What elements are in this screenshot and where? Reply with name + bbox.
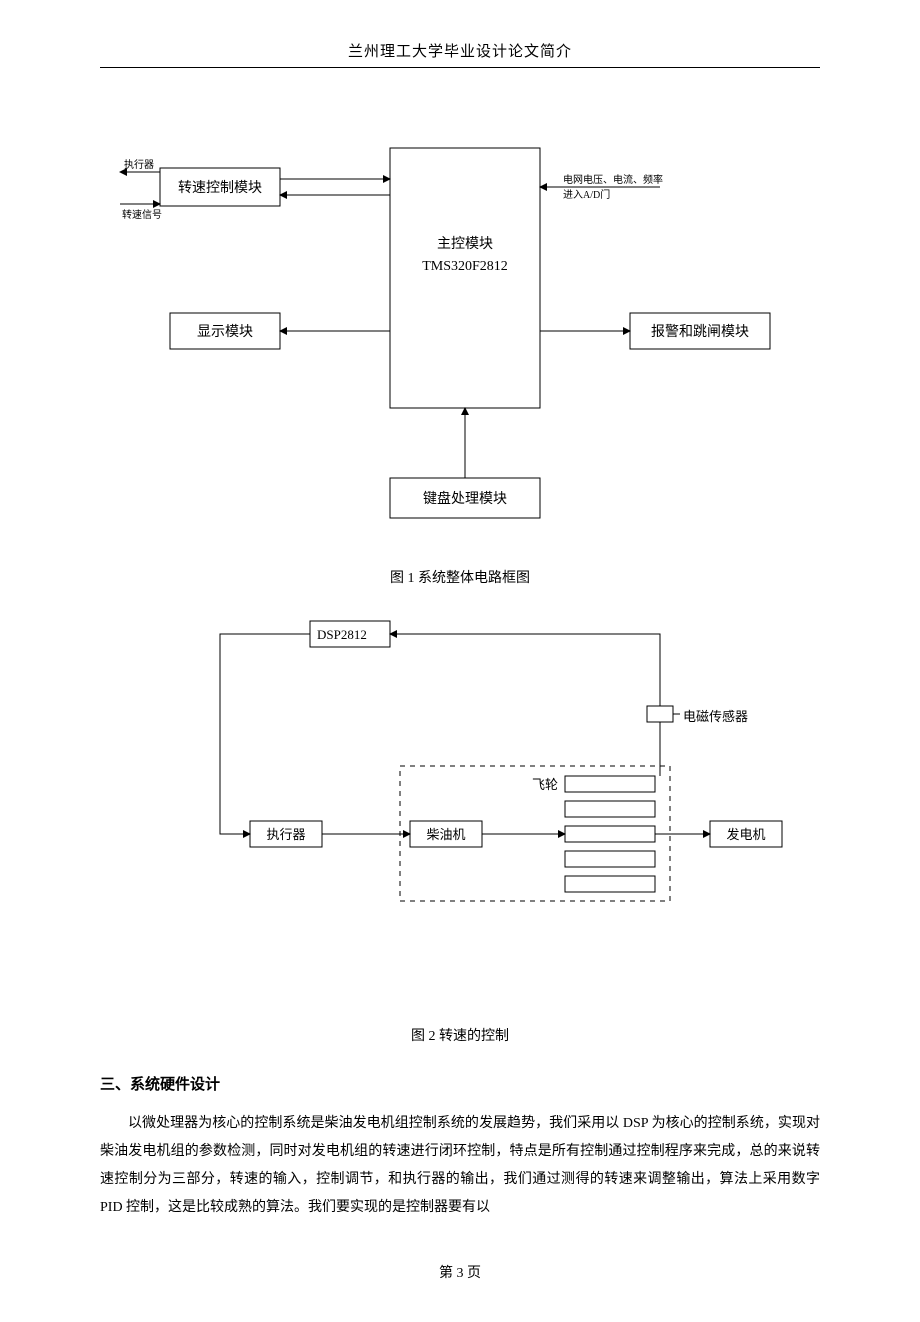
figure-2-caption: 图 2 转速的控制 [100, 1025, 820, 1045]
node-main-line1: 主控模块 [437, 236, 493, 252]
node-flywheel: 飞轮 [532, 777, 558, 792]
page: 兰州理工大学毕业设计论文简介 主控模块 TMS320F2812 转速控制模块 执… [0, 0, 920, 1322]
node-display: 显示模块 [197, 324, 253, 340]
node-actuator: 执行器 [266, 827, 305, 842]
label-actuator: 执行器 [124, 158, 154, 171]
node-speed: 转速控制模块 [178, 180, 262, 196]
label-ad-line2: 进入A/D门 [563, 188, 610, 201]
page-header: 兰州理工大学毕业设计论文简介 [100, 40, 820, 68]
label-speed-signal: 转速信号 [122, 208, 162, 221]
node-sensor: 电磁传感器 [683, 709, 748, 724]
figure-2-container: DSP2812 电磁传感器 执行器 柴油机 飞轮 [100, 611, 820, 1045]
figure-1-diagram: 主控模块 TMS320F2812 转速控制模块 执行器 转速信号 显示模块 报警… [100, 128, 820, 548]
node-keyboard: 键盘处理模块 [423, 490, 507, 507]
node-diesel: 柴油机 [426, 827, 465, 842]
page-footer: 第 3 页 [100, 1262, 820, 1282]
node-dsp: DSP2812 [317, 627, 367, 642]
section-3-paragraph: 以微处理器为核心的控制系统是柴油发电机组控制系统的发展趋势，我们采用以 DSP … [100, 1110, 820, 1222]
figure-1-container: 主控模块 TMS320F2812 转速控制模块 执行器 转速信号 显示模块 报警… [100, 128, 820, 587]
figure-2-diagram: DSP2812 电磁传感器 执行器 柴油机 飞轮 [100, 611, 820, 951]
node-main-line2: TMS320F2812 [422, 259, 508, 274]
figure-1-caption: 图 1 系统整体电路框图 [100, 567, 820, 587]
node-alarm: 报警和跳闸模块 [651, 324, 749, 340]
section-3-title: 三、系统硬件设计 [100, 1073, 820, 1094]
label-ad-line1: 电网电压、电流、频率 [563, 173, 663, 186]
node-generator: 发电机 [726, 827, 765, 842]
